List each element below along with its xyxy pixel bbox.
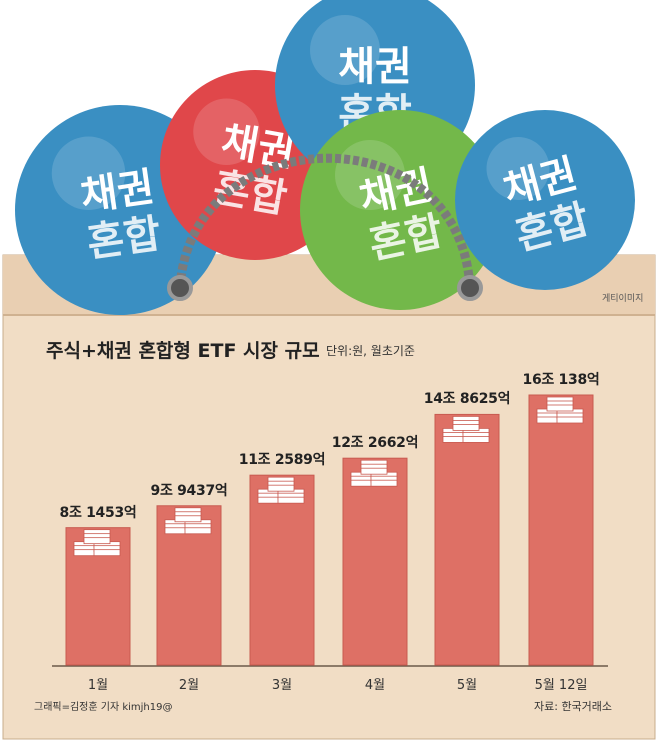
money-stack-icon	[73, 529, 121, 557]
photo-credit: 게티이미지	[602, 294, 644, 304]
money-stack-icon	[257, 476, 305, 504]
ball-label-line1: 채권	[78, 164, 157, 220]
value-label: 8조 1453억	[59, 504, 137, 521]
value-label: 16조 138억	[522, 372, 600, 388]
ball-shape	[300, 110, 500, 310]
x-tick-label: 1월	[87, 678, 109, 693]
value-label: 12조 2662억	[331, 435, 419, 452]
value-label: 11조 2589억	[238, 452, 326, 469]
value-label: 14조 8625억	[423, 391, 511, 408]
bar	[342, 457, 408, 666]
ball-highlight	[486, 137, 550, 200]
chart-title: 주식+채권 혼합형 ETF 시장 규모	[46, 340, 320, 362]
bag-handle	[175, 153, 475, 289]
money-stack-icon	[350, 459, 398, 487]
handle-rivet-right	[457, 275, 483, 301]
x-tick-label: 5월 12일	[534, 678, 588, 693]
value-label: 9조 9437억	[150, 482, 228, 499]
x-tick-label: 4월	[364, 678, 386, 693]
bar	[434, 413, 500, 666]
x-tick-label: 2월	[178, 678, 200, 693]
ball-label-line1: 채권	[338, 44, 412, 90]
handle-rivet-left	[167, 275, 193, 301]
ball-highlight	[193, 98, 260, 165]
bar	[528, 394, 594, 666]
ball-highlight	[335, 140, 405, 210]
money-stack-icon	[442, 416, 490, 443]
x-tick-label: 5월	[456, 678, 478, 693]
byline: 그래픽=김정훈 기자 kimjh19@	[34, 702, 173, 713]
ball-highlight	[310, 15, 380, 85]
ball-shape	[455, 110, 635, 290]
money-stack-icon	[164, 507, 212, 535]
money-stack-icon	[536, 396, 584, 424]
ball-label-line2: 혼합	[84, 211, 163, 267]
ball-group: 채권혼합채권혼합채권혼합채권혼합채권혼합	[15, 0, 635, 315]
bar-group	[65, 394, 594, 666]
x-tick-label: 3월	[271, 678, 293, 693]
bar	[249, 474, 315, 666]
unit-note: 단위:원, 월초기준	[326, 344, 415, 358]
source-note: 자료: 한국거래소	[534, 700, 613, 713]
ball-highlight	[51, 136, 126, 210]
